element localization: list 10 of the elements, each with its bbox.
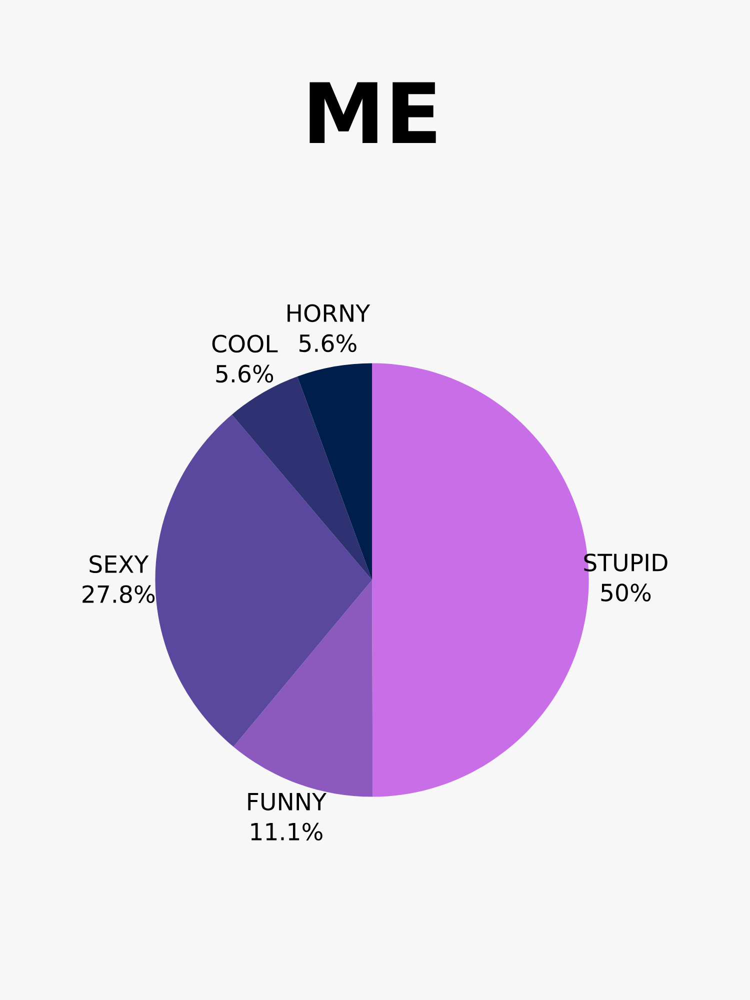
data-label: 27.8% — [82, 585, 155, 604]
chart-title: ME — [310, 82, 436, 143]
data-label: 11.1% — [251, 822, 322, 841]
slice-label: COOL — [212, 334, 278, 353]
data-label: 50% — [601, 584, 651, 602]
slice-label: FUNNY — [248, 792, 327, 811]
slice-label: HORNY — [288, 304, 370, 322]
slice-label: SEXY — [90, 555, 149, 574]
data-label: 5.6% — [300, 334, 356, 352]
data-label: 5.6% — [216, 364, 274, 383]
